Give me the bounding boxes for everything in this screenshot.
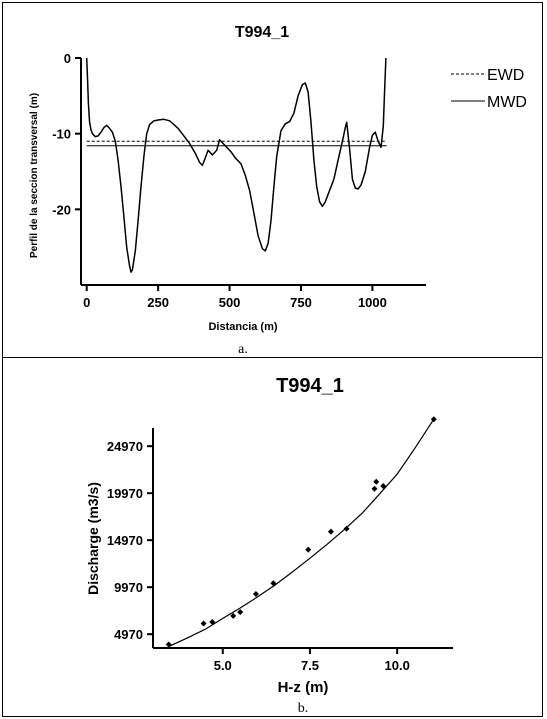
- data-point: [305, 546, 312, 553]
- data-point: [252, 591, 259, 598]
- y-tick-label: -10: [52, 127, 71, 142]
- data-point: [270, 580, 277, 587]
- y-tick-label: 24970: [107, 439, 143, 454]
- data-point: [200, 620, 207, 627]
- data-point: [380, 483, 387, 490]
- data-point: [343, 525, 350, 532]
- data-point: [371, 485, 378, 492]
- y-tick-label: 9970: [114, 580, 143, 595]
- y-tick-label: 4970: [114, 627, 143, 642]
- chart-title: T994_1: [235, 24, 289, 41]
- data-point: [373, 478, 380, 485]
- panel-b: T994_1 4970 9970 14970 19970 24970 5.0 7.5 10.0 H…: [2, 357, 543, 717]
- data-point: [237, 609, 244, 616]
- y-axis-label: Discharge (m3/s): [85, 482, 101, 595]
- x-tick-label: 1000: [358, 295, 387, 310]
- y-tick-label: -20: [52, 202, 71, 217]
- profile-line: [85, 57, 387, 273]
- data-point: [230, 612, 237, 619]
- data-point: [430, 416, 437, 423]
- cross-section-chart: T994_1 0 -10 -20 0 250 500 750 1000 Distancia (m)…: [29, 24, 527, 357]
- y-tick-label: 19970: [107, 486, 143, 501]
- legend-label-mwd: MWD: [487, 94, 527, 111]
- x-tick-label: 10.0: [385, 658, 410, 673]
- caption-b: b.: [298, 701, 309, 716]
- x-axis-label: Distancia (m): [208, 321, 277, 333]
- y-tick-label: 0: [64, 51, 71, 66]
- x-tick-label: 750: [290, 295, 312, 310]
- y-tick-label: 14970: [107, 533, 143, 548]
- y-axis-label: Perfil de la seccion transversal (m): [29, 93, 40, 258]
- legend-label-ewd: EWD: [487, 67, 524, 84]
- discharge-chart: T994_1 4970 9970 14970 19970 24970 5.0 7.5 10.0 H…: [85, 375, 453, 716]
- caption-a: a.: [238, 342, 248, 357]
- x-axis-label: H-z (m): [278, 679, 329, 696]
- x-tick-label: 250: [147, 295, 169, 310]
- x-tick-label: 5.0: [214, 658, 232, 673]
- data-point: [209, 618, 216, 625]
- x-tick-label: 500: [219, 295, 241, 310]
- x-tick-label: 0: [83, 295, 90, 310]
- x-tick-label: 7.5: [301, 658, 319, 673]
- panel-a: T994_1 0 -10 -20 0 250 500 750 1000 Distancia (m)…: [2, 2, 543, 358]
- chart-title: T994_1: [276, 375, 344, 397]
- data-point: [327, 528, 334, 535]
- data-point: [165, 641, 172, 648]
- fit-curve: [168, 418, 435, 648]
